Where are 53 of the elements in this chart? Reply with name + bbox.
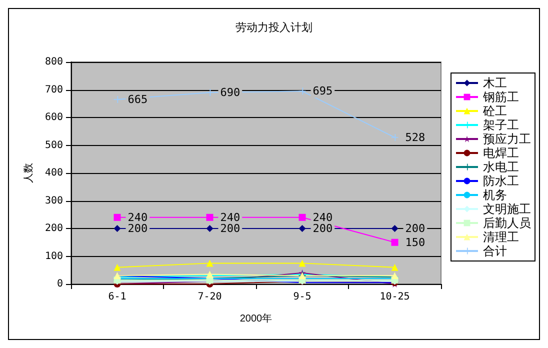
point [298,214,306,221]
point [391,225,398,232]
legend-label: 钢筋工 [482,90,519,104]
data-label: 240 [312,210,333,224]
legend-label: 合计 [483,244,507,258]
data-label: 695 [312,84,333,98]
y-tick-label: 600 [44,112,63,123]
y-tick-label: 200 [44,223,63,234]
legend-label: 机务 [483,188,507,202]
x-tick-label: 10-25 [380,292,410,302]
y-tick-label: 500 [44,140,63,151]
data-label: 240 [128,210,148,224]
point [391,238,398,246]
y-tick-label: 400 [44,168,63,178]
point [298,225,306,232]
y-axis-title: 人数 [24,163,35,183]
legend-label: 预应力工 [483,132,531,146]
legend-label: 砼工 [482,104,507,118]
y-tick-label: 700 [44,84,63,96]
legend-label: 架子工 [483,118,519,132]
data-label: 240 [220,210,240,224]
y-tick-label: 300 [44,195,63,206]
y-tick-label: 800 [44,56,63,68]
point [114,214,121,221]
legend-label: 后勤人员 [483,216,531,230]
data-label: 200 [312,222,333,235]
x-axis-title: 2000年 [240,312,272,324]
point [206,214,214,221]
data-label: 200 [128,222,148,235]
data-label: 665 [128,92,148,106]
legend-label: 水电工 [483,160,519,174]
x-tick-label: 6-1 [108,292,126,302]
data-label: 528 [405,130,426,144]
point [391,264,398,271]
point [114,225,121,232]
y-tick-label: 100 [44,250,63,262]
data-label: 200 [405,222,426,235]
x-tick-label: 9-5 [293,292,312,302]
legend-label: 清理工 [483,230,519,244]
data-label: 150 [405,236,426,249]
chart-title: 劳动力投入计划 [236,21,312,34]
legend-label: 文明施工 [483,202,531,216]
legend-label: 防水工 [483,174,519,188]
x-tick-label: 7-20 [198,292,222,302]
point [206,260,214,267]
point [298,260,306,267]
legend-label: 电焊工 [483,146,519,160]
data-label: 200 [220,222,240,235]
point [114,264,121,271]
point [206,225,214,232]
legend-label: 木工 [483,76,507,90]
data-label: 690 [220,86,240,100]
y-tick-label: 0 [56,278,63,290]
